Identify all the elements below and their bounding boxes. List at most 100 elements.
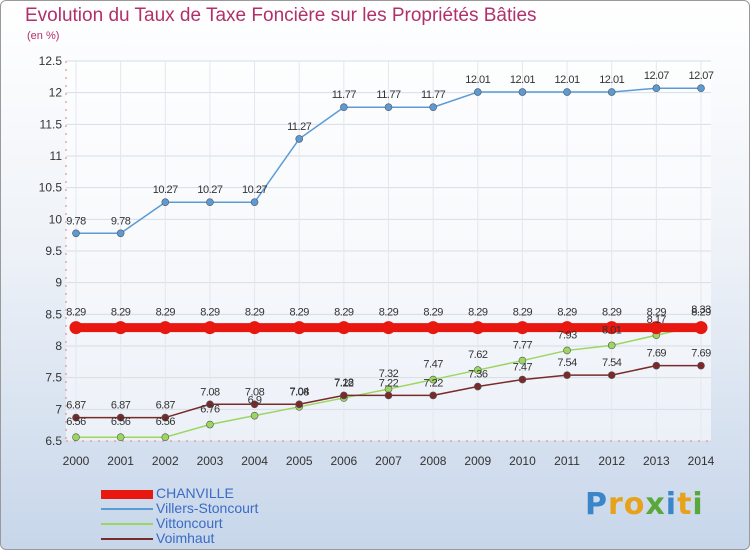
data-point-vittoncourt xyxy=(72,433,80,442)
data-point-villers-stoncourt xyxy=(563,88,571,96)
data-point-vittoncourt xyxy=(161,433,170,442)
data-point-villers-stoncourt xyxy=(473,88,482,96)
data-point-chanville xyxy=(649,321,663,335)
data-point-chanville xyxy=(158,321,172,335)
x-tick-label: 2001 xyxy=(107,454,134,468)
y-tick-label: 7 xyxy=(55,402,62,416)
data-label-vittoncourt: 6.76 xyxy=(200,404,220,416)
data-label-voimhaut: 7.54 xyxy=(557,357,577,369)
data-point-chanville xyxy=(248,321,262,335)
data-point-vittoncourt xyxy=(563,346,571,355)
data-point-voimhaut xyxy=(652,361,661,370)
data-label-voimhaut: 7.69 xyxy=(647,348,667,360)
data-label-villers-stoncourt: 9.78 xyxy=(111,215,131,227)
data-label-vittoncourt: 8.33 xyxy=(691,304,711,316)
data-point-voimhaut xyxy=(250,400,259,409)
data-label-voimhaut: 7.47 xyxy=(513,362,533,374)
data-label-vittoncourt: 6.56 xyxy=(111,416,131,428)
data-point-voimhaut xyxy=(384,391,393,400)
data-label-chanville: 8.29 xyxy=(66,307,86,319)
legend-label: Vittoncourt xyxy=(156,515,223,531)
x-tick-label: 2009 xyxy=(464,454,491,468)
data-label-villers-stoncourt: 12.07 xyxy=(644,70,669,82)
data-point-villers-stoncourt xyxy=(116,229,125,238)
data-point-chanville xyxy=(694,321,708,335)
y-tick-label: 12.5 xyxy=(39,54,63,68)
logo-letter: i xyxy=(692,487,704,522)
data-point-voimhaut xyxy=(295,400,304,409)
x-tick-label: 2007 xyxy=(375,454,402,468)
data-point-voimhaut xyxy=(563,371,571,379)
data-label-vittoncourt: 6.9 xyxy=(248,395,262,407)
data-label-chanville: 8.29 xyxy=(290,307,310,319)
data-label-voimhaut: 7.22 xyxy=(379,377,399,389)
y-tick-label: 11.5 xyxy=(40,117,63,131)
x-tick-label: 2008 xyxy=(420,454,447,468)
data-label-chanville: 8.29 xyxy=(602,307,622,319)
data-point-villers-stoncourt xyxy=(607,88,616,96)
data-label-vittoncourt: 7.04 xyxy=(290,386,310,398)
data-label-villers-stoncourt: 12.01 xyxy=(510,74,535,86)
data-point-voimhaut xyxy=(473,382,482,391)
data-label-villers-stoncourt: 12.01 xyxy=(555,74,580,86)
data-label-vittoncourt: 7.18 xyxy=(334,377,354,389)
data-label-villers-stoncourt: 12.01 xyxy=(599,74,624,86)
data-point-voimhaut xyxy=(161,413,170,422)
data-label-chanville: 8.29 xyxy=(513,307,533,319)
data-label-chanville: 8.29 xyxy=(245,307,265,319)
data-point-voimhaut xyxy=(429,391,437,400)
x-tick-label: 2013 xyxy=(643,454,670,468)
data-label-voimhaut: 6.87 xyxy=(111,400,131,412)
data-label-vittoncourt: 8.01 xyxy=(602,324,622,336)
data-point-vittoncourt xyxy=(206,420,214,429)
data-label-vittoncourt: 6.56 xyxy=(66,416,86,428)
data-point-villers-stoncourt xyxy=(206,198,214,207)
logo-letter: t xyxy=(677,487,693,522)
x-tick-label: 2002 xyxy=(152,454,179,468)
data-label-villers-stoncourt: 11.77 xyxy=(332,89,357,101)
y-tick-label: 6.5 xyxy=(45,434,62,448)
data-label-villers-stoncourt: 10.27 xyxy=(242,184,267,196)
legend-label: Villers-Stoncourt xyxy=(156,500,259,516)
data-point-villers-stoncourt xyxy=(384,103,393,112)
data-label-voimhaut: 7.08 xyxy=(200,386,220,398)
data-point-chanville xyxy=(337,321,351,335)
proxiti-logo: Proxiti xyxy=(585,487,704,522)
data-label-villers-stoncourt: 9.78 xyxy=(66,215,86,227)
data-point-chanville xyxy=(605,321,619,335)
legend-label: CHANVILLE xyxy=(156,485,234,501)
data-point-vittoncourt xyxy=(473,366,482,374)
logo-letter: o xyxy=(623,487,646,522)
y-tick-label: 10 xyxy=(49,212,63,226)
data-point-chanville xyxy=(515,321,529,335)
legend-swatch xyxy=(101,538,153,540)
y-tick-label: 7.5 xyxy=(45,371,62,385)
data-point-villers-stoncourt xyxy=(250,198,259,207)
x-tick-label: 2014 xyxy=(688,454,715,468)
data-point-vittoncourt xyxy=(250,411,259,420)
data-point-villers-stoncourt xyxy=(652,84,661,93)
data-point-chanville xyxy=(203,321,217,335)
x-tick-label: 2012 xyxy=(598,454,625,468)
data-label-villers-stoncourt: 10.27 xyxy=(197,184,222,196)
data-point-villers-stoncourt xyxy=(295,135,304,143)
data-point-villers-stoncourt xyxy=(697,84,705,93)
y-tick-label: 12 xyxy=(49,86,63,100)
data-point-voimhaut xyxy=(116,413,125,422)
data-label-vittoncourt: 7.93 xyxy=(557,329,577,341)
logo-letter: x xyxy=(645,487,666,522)
y-tick-label: 10.5 xyxy=(39,181,63,195)
data-label-voimhaut: 7.36 xyxy=(468,369,488,381)
data-label-villers-stoncourt: 12.01 xyxy=(465,74,490,86)
data-label-vittoncourt: 7.62 xyxy=(468,349,488,361)
data-label-voimhaut: 7.22 xyxy=(423,377,443,389)
data-point-chanville xyxy=(69,321,83,335)
logo-letter: i xyxy=(665,487,678,522)
y-tick-label: 11 xyxy=(50,149,63,163)
data-label-chanville: 8.29 xyxy=(647,307,667,319)
data-label-voimhaut: 7.08 xyxy=(290,386,310,398)
data-label-voimhaut: 6.87 xyxy=(66,400,86,412)
data-point-vittoncourt xyxy=(518,356,527,365)
data-point-voimhaut xyxy=(518,375,527,384)
data-point-vittoncourt xyxy=(116,433,125,442)
